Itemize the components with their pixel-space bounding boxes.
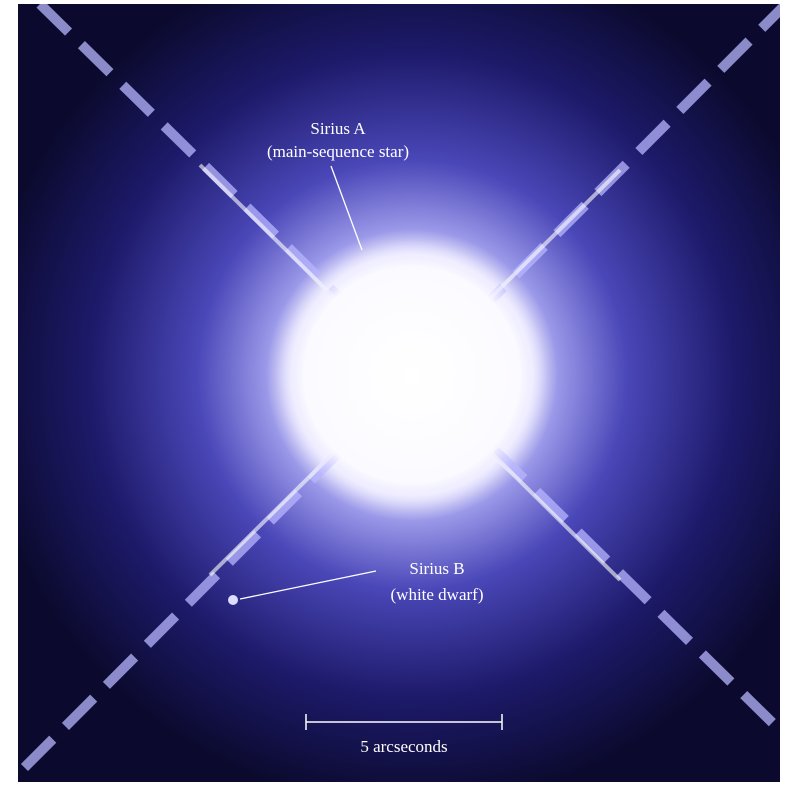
sirius-a-star bbox=[277, 240, 547, 510]
sirius-b-star bbox=[228, 595, 238, 605]
scale-bar-label: 5 arcseconds bbox=[360, 737, 447, 756]
label: Sirius A bbox=[310, 119, 366, 138]
pointer-line bbox=[239, 570, 377, 600]
label: Sirius B bbox=[409, 559, 464, 578]
scale-bar bbox=[305, 714, 503, 730]
label: (white dwarf) bbox=[391, 585, 484, 604]
pointer-line bbox=[330, 165, 363, 251]
label: (main-sequence star) bbox=[267, 142, 409, 161]
photo bbox=[18, 4, 780, 782]
